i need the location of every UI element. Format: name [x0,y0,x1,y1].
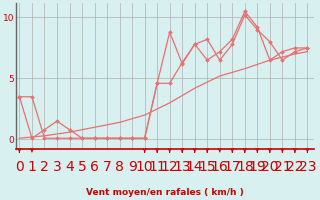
X-axis label: Vent moyen/en rafales ( km/h ): Vent moyen/en rafales ( km/h ) [86,188,244,197]
